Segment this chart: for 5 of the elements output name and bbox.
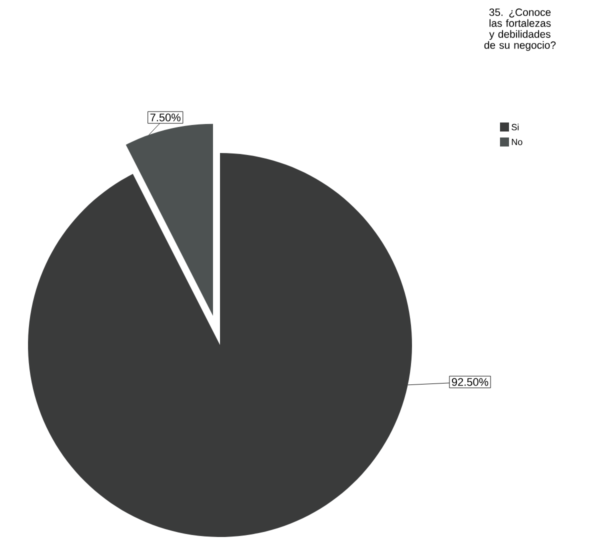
- legend-label: Si: [512, 124, 519, 130]
- legend-label: No: [512, 138, 522, 146]
- legend-title: 35. ¿Conoce las fortalezas y debilidades de su negocio?: [484, 8, 556, 51]
- data-label: 7.50%: [150, 114, 181, 122]
- data-label: 92.50%: [452, 378, 488, 386]
